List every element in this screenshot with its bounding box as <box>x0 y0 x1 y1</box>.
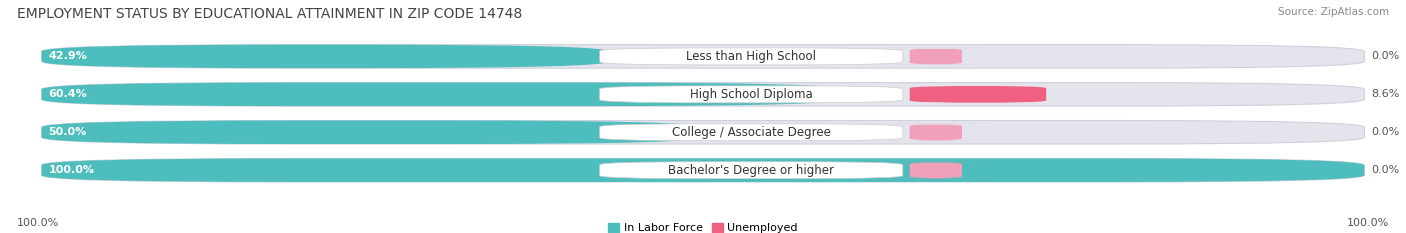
FancyBboxPatch shape <box>42 120 703 144</box>
FancyBboxPatch shape <box>42 82 841 106</box>
FancyBboxPatch shape <box>42 120 1364 144</box>
Text: 42.9%: 42.9% <box>48 51 87 62</box>
FancyBboxPatch shape <box>42 158 1364 182</box>
Text: 0.0%: 0.0% <box>1371 127 1399 137</box>
FancyBboxPatch shape <box>910 86 1046 103</box>
Text: Less than High School: Less than High School <box>686 50 817 63</box>
FancyBboxPatch shape <box>879 48 993 65</box>
Text: EMPLOYMENT STATUS BY EDUCATIONAL ATTAINMENT IN ZIP CODE 14748: EMPLOYMENT STATUS BY EDUCATIONAL ATTAINM… <box>17 7 522 21</box>
Text: Bachelor's Degree or higher: Bachelor's Degree or higher <box>668 164 834 177</box>
Text: 100.0%: 100.0% <box>48 165 94 175</box>
Text: 100.0%: 100.0% <box>17 218 59 228</box>
Text: 0.0%: 0.0% <box>1371 165 1399 175</box>
Text: 100.0%: 100.0% <box>1347 218 1389 228</box>
FancyBboxPatch shape <box>600 48 903 65</box>
FancyBboxPatch shape <box>600 162 903 179</box>
FancyBboxPatch shape <box>42 158 1364 182</box>
Legend: In Labor Force, Unemployed: In Labor Force, Unemployed <box>603 219 803 233</box>
Text: Source: ZipAtlas.com: Source: ZipAtlas.com <box>1278 7 1389 17</box>
Text: 8.6%: 8.6% <box>1371 89 1399 99</box>
Text: College / Associate Degree: College / Associate Degree <box>672 126 831 139</box>
FancyBboxPatch shape <box>42 82 1364 106</box>
Text: 0.0%: 0.0% <box>1371 51 1399 62</box>
FancyBboxPatch shape <box>600 124 903 141</box>
FancyBboxPatch shape <box>42 45 609 68</box>
FancyBboxPatch shape <box>42 45 1364 68</box>
Text: 50.0%: 50.0% <box>48 127 87 137</box>
Text: 60.4%: 60.4% <box>48 89 87 99</box>
Text: High School Diploma: High School Diploma <box>690 88 813 101</box>
FancyBboxPatch shape <box>600 86 903 103</box>
FancyBboxPatch shape <box>879 162 993 179</box>
FancyBboxPatch shape <box>879 124 993 141</box>
